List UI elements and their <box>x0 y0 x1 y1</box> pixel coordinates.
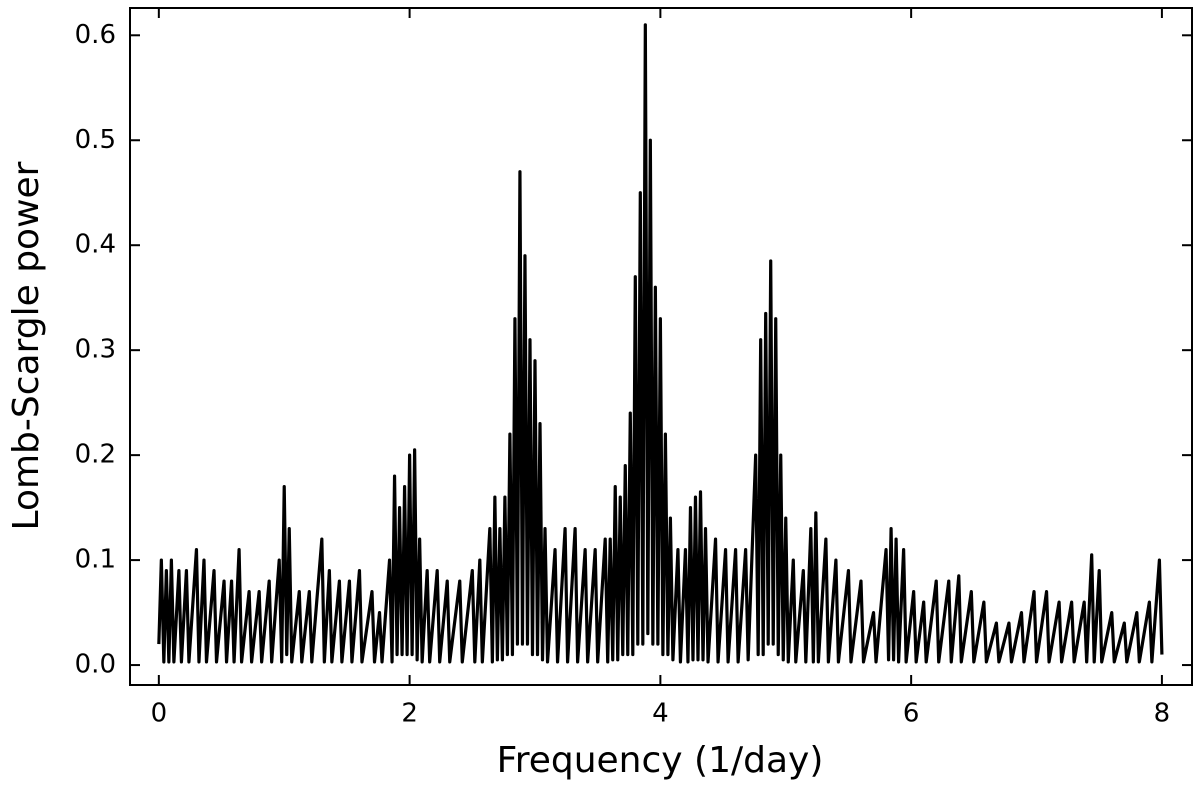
x-tick-label: 4 <box>652 699 669 729</box>
y-tick-label: 0.5 <box>75 125 116 155</box>
y-tick-label: 0.6 <box>75 20 116 50</box>
y-tick-label: 0.1 <box>75 545 116 575</box>
y-tick-label: 0.0 <box>75 650 116 680</box>
x-tick-label: 0 <box>151 699 168 729</box>
y-tick-label: 0.4 <box>75 230 116 260</box>
x-tick-label: 6 <box>903 699 920 729</box>
x-tick-label: 8 <box>1154 699 1171 729</box>
y-axis-label: Lomb-Scargle power <box>6 161 47 530</box>
y-tick-label: 0.2 <box>75 440 116 470</box>
data-line <box>157 23 1164 664</box>
x-tick-label: 2 <box>401 699 418 729</box>
y-tick-label: 0.3 <box>75 335 116 365</box>
x-axis-label: Frequency (1/day) <box>497 740 824 781</box>
